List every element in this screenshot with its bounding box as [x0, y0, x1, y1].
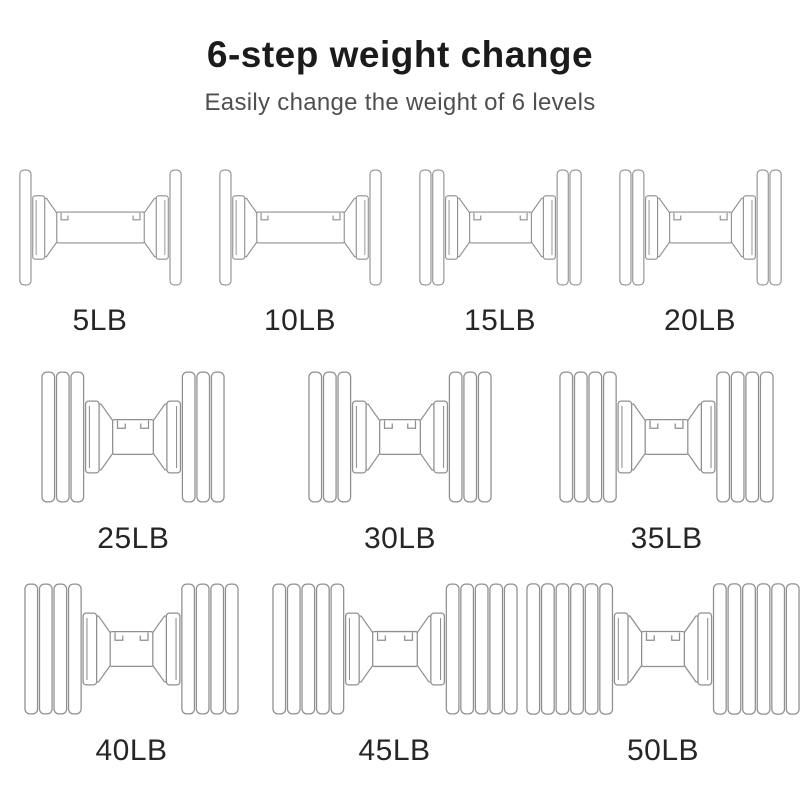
dumbbell-cell: 10LB	[200, 163, 400, 338]
page-subtitle: Easily change the weight of 6 levels	[204, 89, 596, 116]
dumbbell-row: 40LB 45LB 50LB	[0, 576, 800, 768]
dumbbell-cell: 30LB	[267, 364, 534, 556]
dumbbell-cell: 25LB	[0, 364, 267, 556]
dumbbell-illustration	[559, 371, 774, 503]
weight-label: 5LB	[72, 304, 128, 337]
dumbbell-cell: 40LB	[0, 576, 263, 768]
dumbbell-row: 25LB 30LB 35LB	[0, 364, 800, 556]
weight-label: 10LB	[263, 304, 337, 337]
dumbbell-illustration	[418, 169, 582, 286]
dumbbell-illustration	[271, 583, 518, 715]
dumbbell-illustration	[41, 371, 225, 503]
dumbbell-cell: 5LB	[0, 163, 200, 338]
header: 6-step weight change Easily change the w…	[0, 0, 800, 117]
weight-label: 40LB	[95, 734, 168, 767]
weight-label: 15LB	[463, 304, 537, 337]
weight-label: 30LB	[363, 522, 437, 555]
dumbbell-grid: 5LB 10LB 15LB 20LB 25LB 30LB 35LB 40LB 45LB 50L…	[0, 163, 800, 768]
dumbbell-cell: 15LB	[400, 163, 600, 338]
dumbbell-illustration	[218, 169, 382, 286]
weight-label: 35LB	[630, 522, 703, 555]
dumbbell-cell: 20LB	[600, 163, 800, 338]
weight-label: 50LB	[626, 734, 700, 767]
dumbbell-cell: 35LB	[533, 364, 800, 556]
dumbbell-illustration	[24, 583, 239, 715]
dumbbell-illustration	[526, 583, 800, 715]
dumbbell-illustration	[308, 371, 492, 503]
dumbbell-row: 5LB 10LB 15LB 20LB	[0, 163, 800, 338]
weight-label: 25LB	[97, 522, 170, 555]
dumbbell-cell: 50LB	[526, 576, 800, 768]
weight-label: 20LB	[663, 304, 737, 337]
dumbbell-cell: 45LB	[263, 576, 526, 768]
weight-label: 45LB	[358, 734, 431, 767]
dumbbell-illustration	[18, 169, 182, 286]
dumbbell-illustration	[618, 169, 782, 286]
page-title: 6-step weight change	[206, 34, 594, 75]
